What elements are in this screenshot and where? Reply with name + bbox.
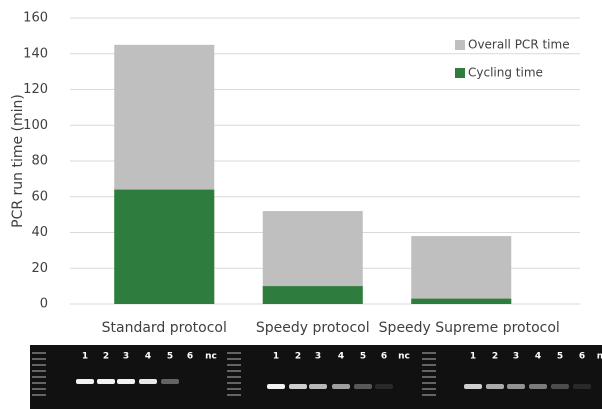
gel-image: [30, 345, 225, 409]
gel-image: [225, 345, 420, 409]
y-tick-label: 160: [23, 11, 48, 26]
ladder-band: [32, 394, 46, 396]
ladder-band: [32, 352, 46, 354]
legend-swatch: [455, 40, 465, 50]
y-tick-label: 40: [31, 225, 48, 240]
lane-label: 2: [492, 352, 498, 362]
legend-swatch: [455, 68, 465, 78]
gel-band: [464, 384, 482, 389]
lane-label: 1: [470, 352, 476, 362]
y-axis-label: PCR run time (min): [10, 94, 26, 228]
gel-band: [97, 379, 115, 384]
lane-label: 6: [381, 352, 387, 362]
lane-label: 4: [145, 352, 151, 362]
bar: [114, 189, 215, 304]
gel-band: [332, 384, 350, 389]
ladder-band: [227, 358, 241, 360]
lane-label: 5: [557, 352, 563, 362]
y-tick-label: 140: [23, 46, 48, 61]
lane-label: 6: [187, 352, 193, 362]
ladder-band: [422, 352, 436, 354]
lane-label: nc: [398, 352, 410, 362]
lane-label: 4: [338, 352, 344, 362]
gel-band: [375, 384, 393, 389]
legend-label: Overall PCR time: [468, 38, 570, 52]
y-tick-label: 20: [31, 261, 48, 276]
x-tick-label: Speedy Supreme protocol: [379, 320, 560, 336]
y-tick-label: 0: [40, 297, 48, 312]
lane-label: 5: [167, 352, 173, 362]
bar: [411, 236, 512, 304]
ladder-band: [422, 370, 436, 372]
gel-band: [551, 384, 569, 389]
lane-label: 6: [579, 352, 585, 362]
ladder-band: [422, 382, 436, 384]
lane-label: 4: [535, 352, 541, 362]
gel-band: [309, 384, 327, 389]
gel-band: [289, 384, 307, 389]
gel-band: [117, 379, 135, 384]
gel-band: [486, 384, 504, 389]
ladder-band: [227, 382, 241, 384]
lane-label: nc: [205, 352, 217, 362]
ladder-band: [422, 358, 436, 360]
gel-band: [354, 384, 372, 389]
x-tick-label: Standard protocol: [102, 320, 227, 336]
lane-label: 3: [513, 352, 519, 362]
lane-label: n: [597, 352, 602, 362]
gel-band: [529, 384, 547, 389]
ladder-band: [227, 388, 241, 390]
ladder-band: [227, 370, 241, 372]
gel-band: [267, 384, 285, 389]
ladder-band: [227, 376, 241, 378]
lane-label: 5: [360, 352, 366, 362]
ladder-band: [227, 352, 241, 354]
ladder-band: [422, 364, 436, 366]
gel-band: [139, 379, 157, 384]
bar: [411, 298, 512, 304]
lane-label: 1: [273, 352, 279, 362]
gel-band: [76, 379, 94, 384]
ladder-band: [32, 364, 46, 366]
lane-label: 3: [315, 352, 321, 362]
lane-label: 2: [295, 352, 301, 362]
ladder-band: [227, 394, 241, 396]
y-tick-label: 120: [23, 82, 48, 97]
y-tick-label: 100: [23, 118, 48, 133]
ladder-band: [32, 382, 46, 384]
lane-label: 2: [103, 352, 109, 362]
x-tick-label: Speedy protocol: [256, 320, 370, 336]
ladder-band: [422, 376, 436, 378]
ladder-band: [32, 358, 46, 360]
gel-band: [573, 384, 591, 389]
ladder-band: [227, 364, 241, 366]
ladder-band: [32, 376, 46, 378]
gel-band: [161, 379, 179, 384]
gel-image: [420, 345, 602, 409]
legend-label: Cycling time: [468, 66, 543, 80]
y-tick-label: 80: [31, 154, 48, 169]
ladder-band: [422, 394, 436, 396]
bar: [262, 286, 363, 304]
y-tick-label: 60: [31, 189, 48, 204]
lane-label: 1: [82, 352, 88, 362]
ladder-band: [32, 370, 46, 372]
ladder-band: [422, 388, 436, 390]
ladder-band: [32, 388, 46, 390]
lane-label: 3: [123, 352, 129, 362]
gel-band: [507, 384, 525, 389]
